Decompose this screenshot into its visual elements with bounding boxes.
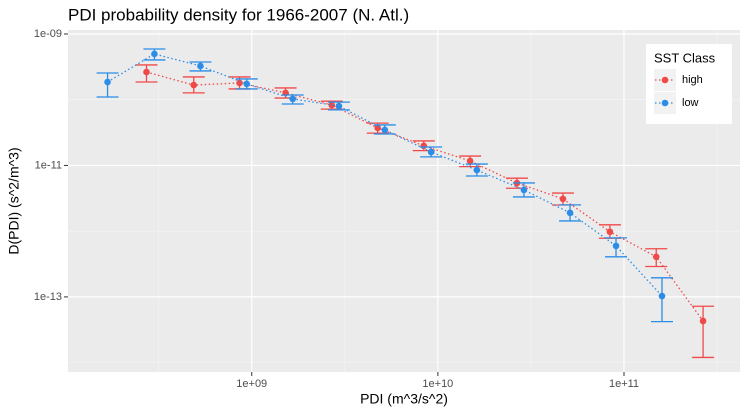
- point: [374, 124, 381, 132]
- point: [658, 292, 666, 300]
- x-tick-label: 1e+09: [236, 378, 267, 390]
- x-tick-label: 1e+11: [609, 378, 639, 390]
- point: [328, 101, 336, 109]
- point: [381, 126, 389, 134]
- point: [566, 209, 574, 217]
- chart-title: PDI probability density for 1966-2007 (N…: [68, 5, 409, 24]
- point: [520, 186, 528, 194]
- legend-label: high: [682, 74, 703, 86]
- point: [466, 157, 474, 165]
- x-axis-title: PDI (m^3/s^2): [360, 391, 448, 407]
- point: [652, 253, 660, 261]
- error-bar: [650, 277, 673, 323]
- point: [420, 142, 428, 150]
- y-tick-label: 1e-11: [35, 159, 62, 171]
- x-tick-label: 1e+10: [422, 378, 453, 390]
- legend-point: [661, 99, 669, 107]
- point: [236, 79, 243, 87]
- legend-title: SST Class: [654, 50, 716, 65]
- point: [289, 95, 297, 103]
- point: [151, 50, 158, 58]
- point: [190, 81, 198, 89]
- legend-point: [661, 76, 669, 84]
- point: [104, 78, 111, 86]
- y-tick-label: 1e-13: [34, 291, 62, 303]
- point: [335, 102, 343, 110]
- point: [612, 242, 620, 250]
- y-axis-title: D(PDI) (s^2/m^3): [6, 147, 22, 254]
- panel: [68, 30, 740, 372]
- point: [143, 68, 150, 76]
- point: [473, 166, 481, 174]
- error-bar: [692, 305, 715, 359]
- point: [427, 148, 435, 156]
- point: [243, 80, 251, 88]
- point: [559, 195, 567, 203]
- y-tick-label: 1e-09: [34, 28, 62, 40]
- point: [699, 317, 707, 325]
- legend-label: low: [682, 97, 699, 109]
- point: [606, 228, 614, 236]
- point: [197, 62, 204, 70]
